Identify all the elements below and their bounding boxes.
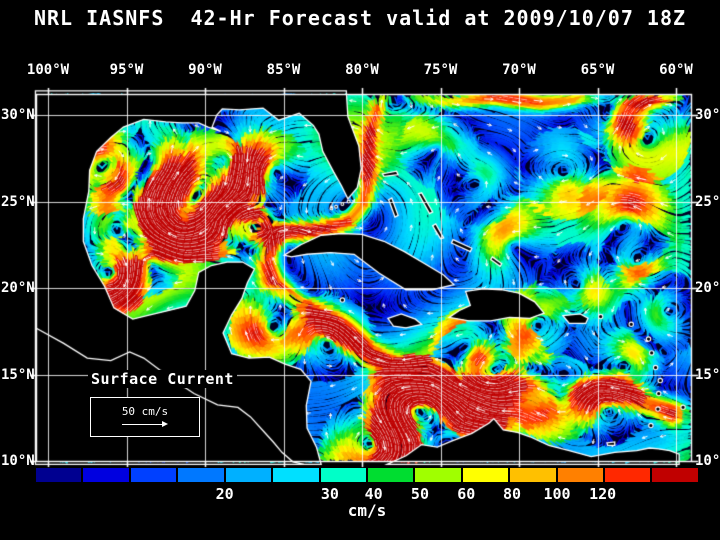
colorbar-segment	[652, 468, 698, 482]
colorbar-segment	[83, 468, 129, 482]
colorbar-tick-label: 80	[502, 485, 521, 503]
colorbar-segment	[462, 468, 509, 482]
colorbar-tick-label: 60	[457, 485, 476, 503]
colorbar-tick-label: 30	[320, 485, 339, 503]
map-legend: Surface Current 50 cm/s	[88, 370, 237, 437]
scale-arrow-icon	[122, 421, 168, 428]
colorbar-segment	[320, 468, 366, 482]
colorbar-segment	[510, 468, 556, 482]
colorbar-tick-label: 120	[589, 485, 617, 503]
colorbar-tick-label: 40	[364, 485, 383, 503]
colorbar-segment	[225, 468, 272, 482]
colorbar-segment	[273, 468, 319, 482]
colorbar-labels: 20 30 40 50 60 80 100 120	[0, 485, 720, 503]
colorbar	[36, 468, 698, 482]
colorbar-tick-label: 100	[543, 485, 571, 503]
arrow-shaft	[122, 424, 163, 425]
arrow-head	[162, 421, 168, 427]
vector-scale-label: 50 cm/s	[121, 405, 169, 418]
colorbar-segment	[36, 468, 82, 482]
colorbar-segment	[178, 468, 224, 482]
colorbar-segment	[415, 468, 461, 482]
colorbar-tick-label: 20	[215, 485, 234, 503]
colorbar-segment	[557, 468, 604, 482]
colorbar-tick-label: 50	[410, 485, 429, 503]
colorbar-segment	[605, 468, 651, 482]
colorbar-segment	[367, 468, 414, 482]
vector-scale-box: 50 cm/s	[90, 397, 200, 437]
colorbar-segment	[130, 468, 177, 482]
colorbar-units: cm/s	[347, 501, 387, 520]
legend-title: Surface Current	[88, 370, 237, 388]
